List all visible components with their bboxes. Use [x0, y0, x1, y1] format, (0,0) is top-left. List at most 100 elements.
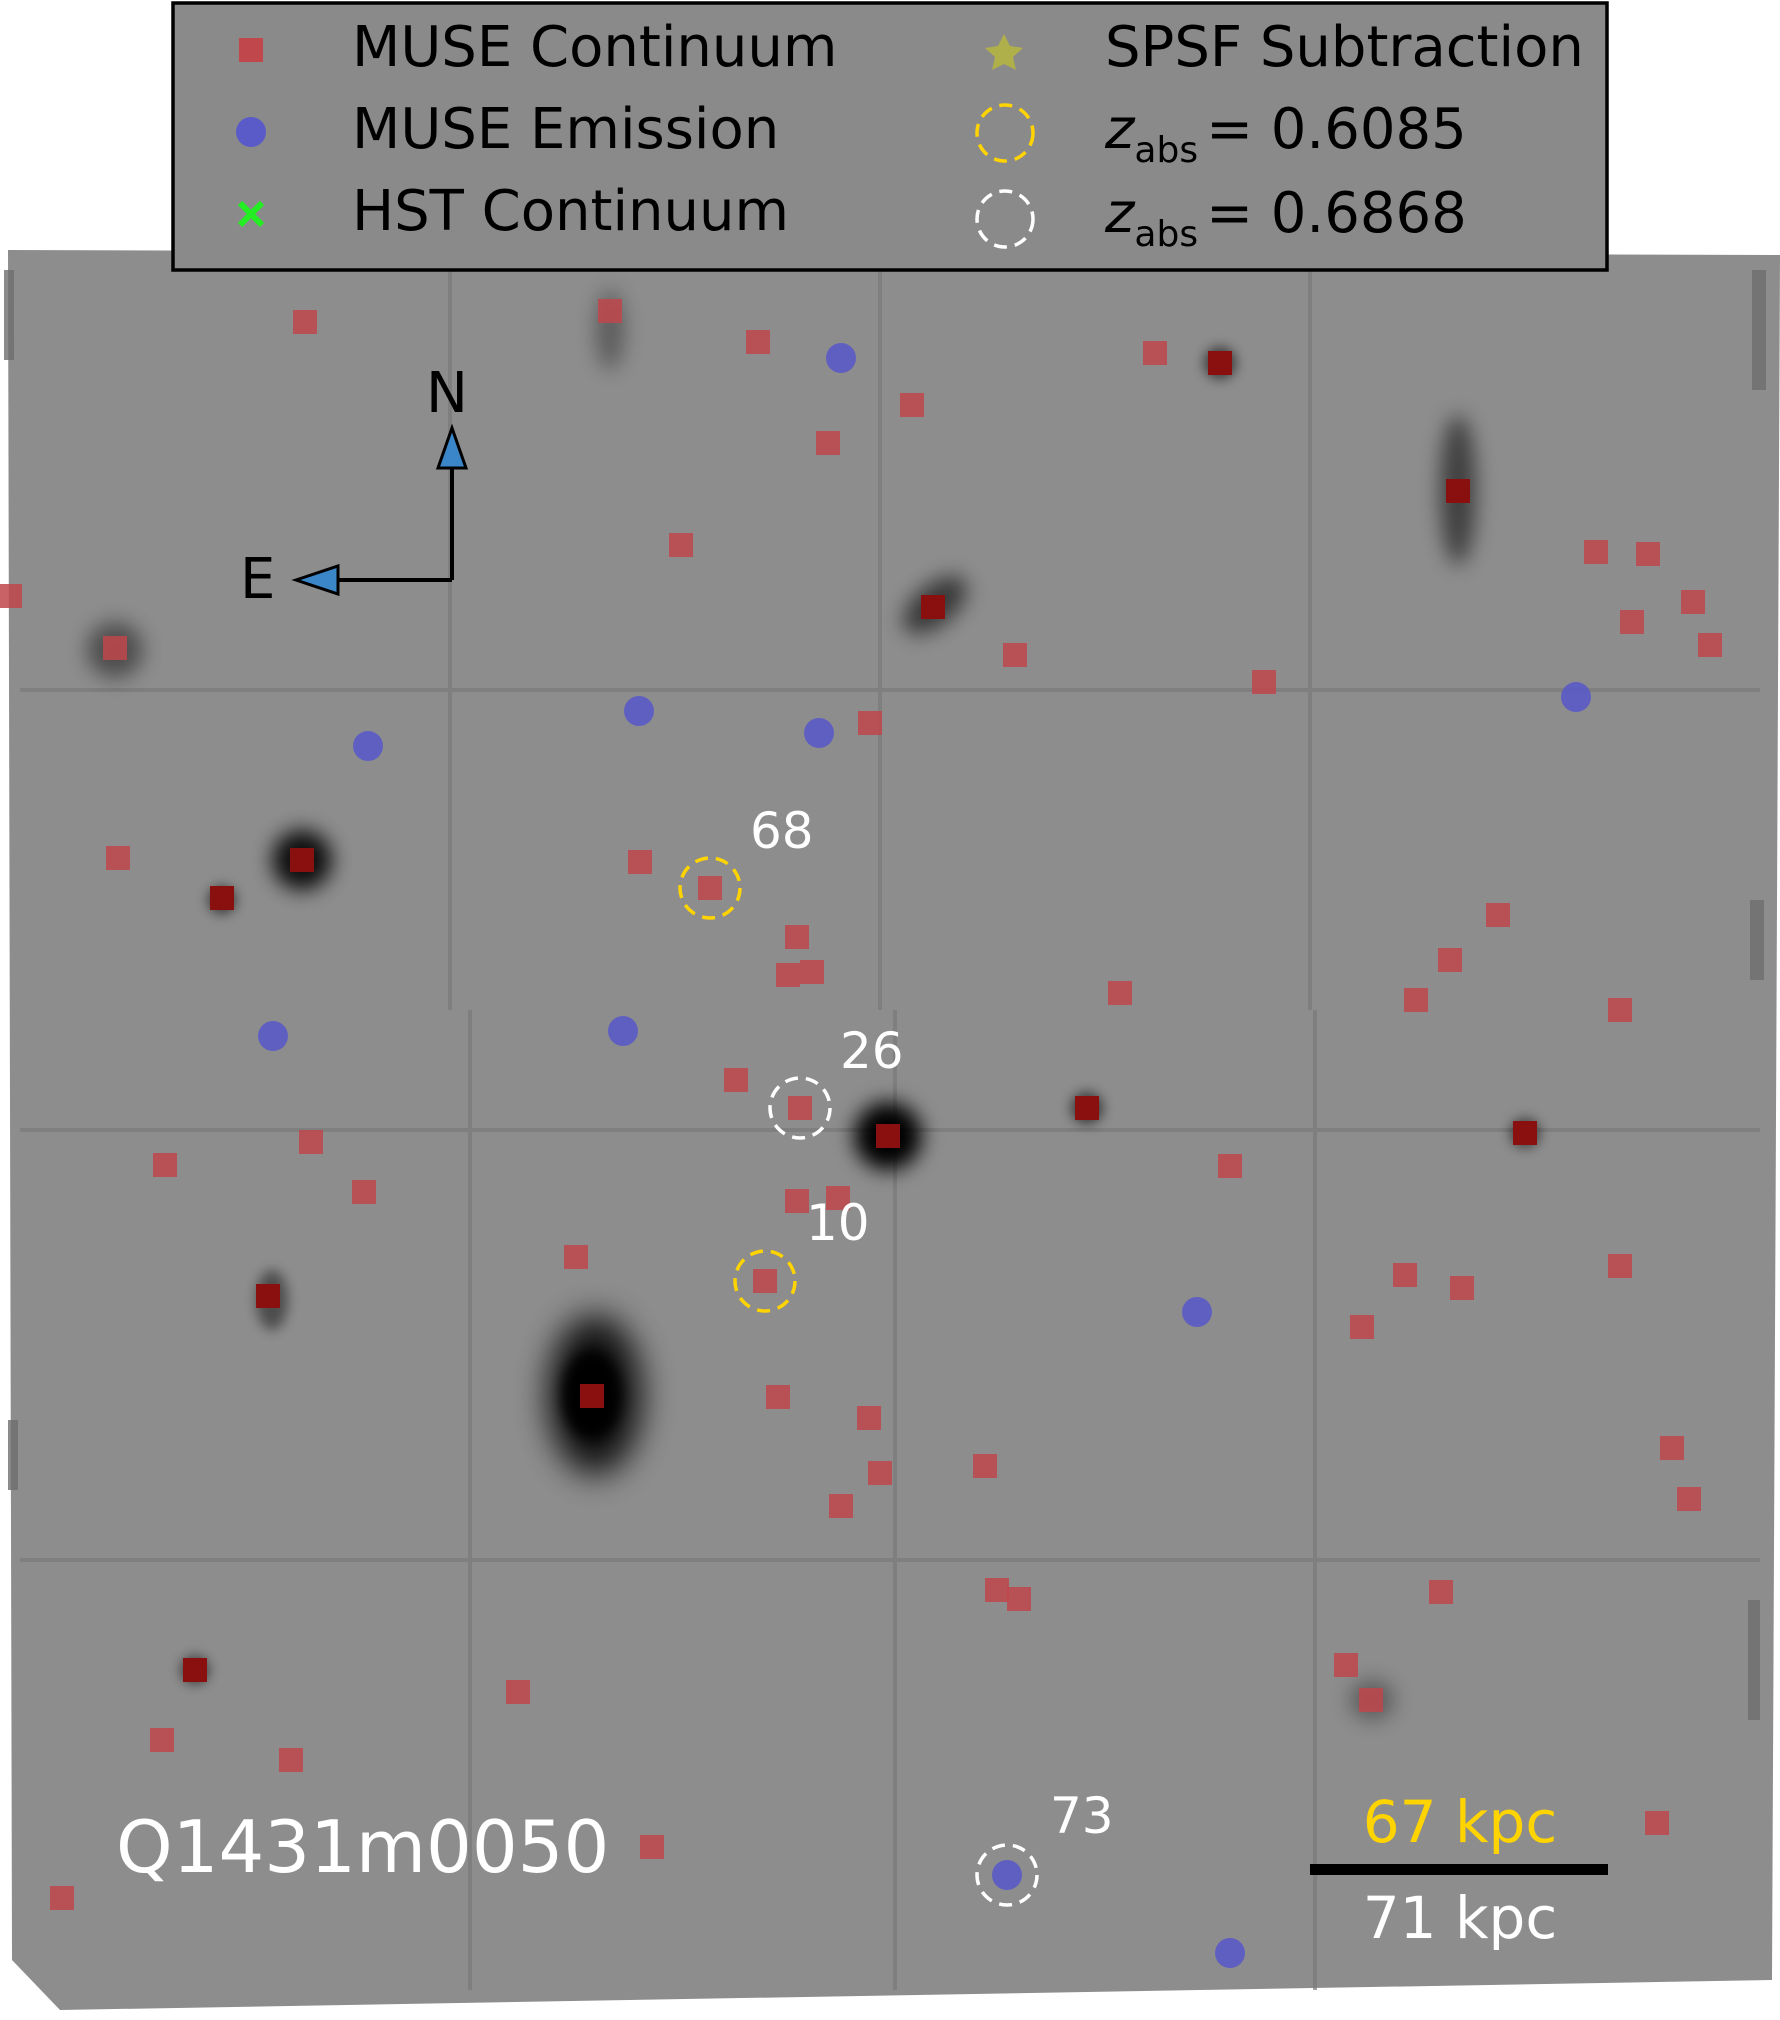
muse-continuum-marker: [1450, 1276, 1474, 1300]
muse-continuum-marker: [1438, 948, 1462, 972]
legend-label-z2: zabs = 0.6868: [1104, 181, 1467, 255]
muse-emission-marker: [1182, 1297, 1212, 1327]
muse-continuum-marker: [1681, 590, 1705, 614]
legend: MUSE Continuum MUSE Emission HST Continu…: [171, 1, 1609, 272]
compass: N E: [240, 361, 469, 612]
legend-marker-spsf-star-icon: [985, 34, 1023, 70]
edge-noise: [4, 270, 1766, 1720]
muse-continuum-marker: [785, 1189, 809, 1213]
z2-circle-26: [768, 1076, 832, 1140]
muse-continuum-marker: [150, 1728, 174, 1752]
east-arrow-icon: [291, 563, 340, 597]
muse-continuum-marker: [1645, 1811, 1669, 1835]
muse-continuum-marker: [858, 711, 882, 735]
muse-continuum-marker: [826, 1186, 850, 1210]
muse-continuum-marker: [506, 1680, 530, 1704]
source-label-26: 26: [840, 1022, 904, 1080]
source-labels: 68 26 10 73: [750, 802, 1114, 1845]
legend-label-z1: zabs = 0.6085: [1104, 97, 1467, 171]
muse-continuum-marker: [829, 1494, 853, 1518]
muse-continuum-marker: [1218, 1154, 1242, 1178]
muse-continuum-marker: [50, 1886, 74, 1910]
muse-continuum-marker: [256, 1284, 280, 1308]
muse-emission-marker: [1215, 1938, 1245, 1968]
muse-continuum-marker: [1429, 1580, 1453, 1604]
muse-continuum-marker: [153, 1153, 177, 1177]
z2-circle-73: [975, 1843, 1039, 1907]
muse-continuum-marker: [816, 431, 840, 455]
north-arrow-icon: [435, 423, 469, 470]
muse-continuum-marker: [753, 1269, 777, 1293]
muse-continuum-marker: [800, 960, 824, 984]
muse-continuum-marker: [1359, 1688, 1383, 1712]
muse-continuum-marker: [210, 886, 234, 910]
muse-continuum-marker: [1636, 542, 1660, 566]
legend-label-muse-continuum: MUSE Continuum: [352, 15, 837, 80]
muse-continuum-marker: [698, 876, 722, 900]
muse-continuum-marker: [564, 1245, 588, 1269]
muse-emission-marker: [804, 718, 834, 748]
legend-label-hst-continuum: HST Continuum: [352, 179, 789, 244]
muse-continuum-marker: [103, 636, 127, 660]
source-label-68: 68: [750, 802, 814, 860]
muse-emission-marker: [624, 696, 654, 726]
muse-continuum-marker: [776, 963, 800, 987]
muse-continuum-marker: [1208, 351, 1232, 375]
muse-continuum-marker: [352, 1180, 376, 1204]
muse-continuum-marker: [1446, 479, 1470, 503]
muse-continuum-marker: [1252, 670, 1276, 694]
muse-continuum-marker: [857, 1406, 881, 1430]
muse-continuum-marker: [628, 850, 652, 874]
muse-emission-marker: [992, 1860, 1022, 1890]
muse-continuum-marker: [1007, 1587, 1031, 1611]
muse-continuum-marker: [766, 1385, 790, 1409]
muse-continuum-marker: [1334, 1653, 1358, 1677]
source-markers: [0, 299, 1722, 1968]
muse-continuum-marker: [1513, 1121, 1537, 1145]
muse-continuum-marker: [1075, 1096, 1099, 1120]
compass-east-label: E: [240, 547, 275, 612]
legend-marker-muse-continuum: [239, 38, 263, 62]
scale-bar: 67 kpc 71 kpc: [1310, 1788, 1608, 1952]
muse-continuum-marker: [1108, 981, 1132, 1005]
muse-continuum-marker: [580, 1384, 604, 1408]
muse-continuum-marker: [746, 330, 770, 354]
muse-continuum-marker: [868, 1461, 892, 1485]
field-name-label: Q1431m0050: [116, 1805, 609, 1889]
muse-continuum-marker: [985, 1578, 1009, 1602]
muse-emission-marker: [608, 1016, 638, 1046]
muse-emission-marker: [1561, 682, 1591, 712]
scale-bottom-label: 71 kpc: [1363, 1884, 1558, 1952]
muse-continuum-marker: [1486, 903, 1510, 927]
muse-continuum-marker: [106, 846, 130, 870]
muse-continuum-marker: [598, 299, 622, 323]
muse-continuum-marker: [1584, 540, 1608, 564]
source-label-10: 10: [806, 1194, 870, 1252]
muse-continuum-marker: [785, 925, 809, 949]
muse-continuum-marker: [921, 595, 945, 619]
muse-continuum-marker: [1608, 1254, 1632, 1278]
legend-marker-hst-continuum: [237, 200, 265, 228]
muse-continuum-marker: [973, 1454, 997, 1478]
muse-continuum-marker: [1608, 998, 1632, 1022]
muse-continuum-marker: [293, 310, 317, 334]
muse-continuum-marker: [788, 1096, 812, 1120]
muse-emission-marker: [353, 731, 383, 761]
legend-label-spsf: SPSF Subtraction: [1105, 15, 1584, 80]
legend-marker-muse-emission: [236, 117, 266, 147]
muse-continuum-marker: [876, 1124, 900, 1148]
muse-continuum-marker: [1698, 633, 1722, 657]
muse-continuum-marker: [0, 584, 22, 608]
muse-continuum-marker: [1143, 341, 1167, 365]
muse-emission-marker: [258, 1021, 288, 1051]
muse-continuum-marker: [1350, 1315, 1374, 1339]
z1-circle-10: [733, 1249, 797, 1313]
legend-label-muse-emission: MUSE Emission: [352, 97, 779, 162]
absorber-circles: [678, 856, 1039, 1907]
muse-emission-marker: [826, 343, 856, 373]
muse-continuum-marker: [640, 1835, 664, 1859]
legend-marker-z1-circle: [975, 103, 1035, 163]
muse-continuum-marker: [290, 848, 314, 872]
